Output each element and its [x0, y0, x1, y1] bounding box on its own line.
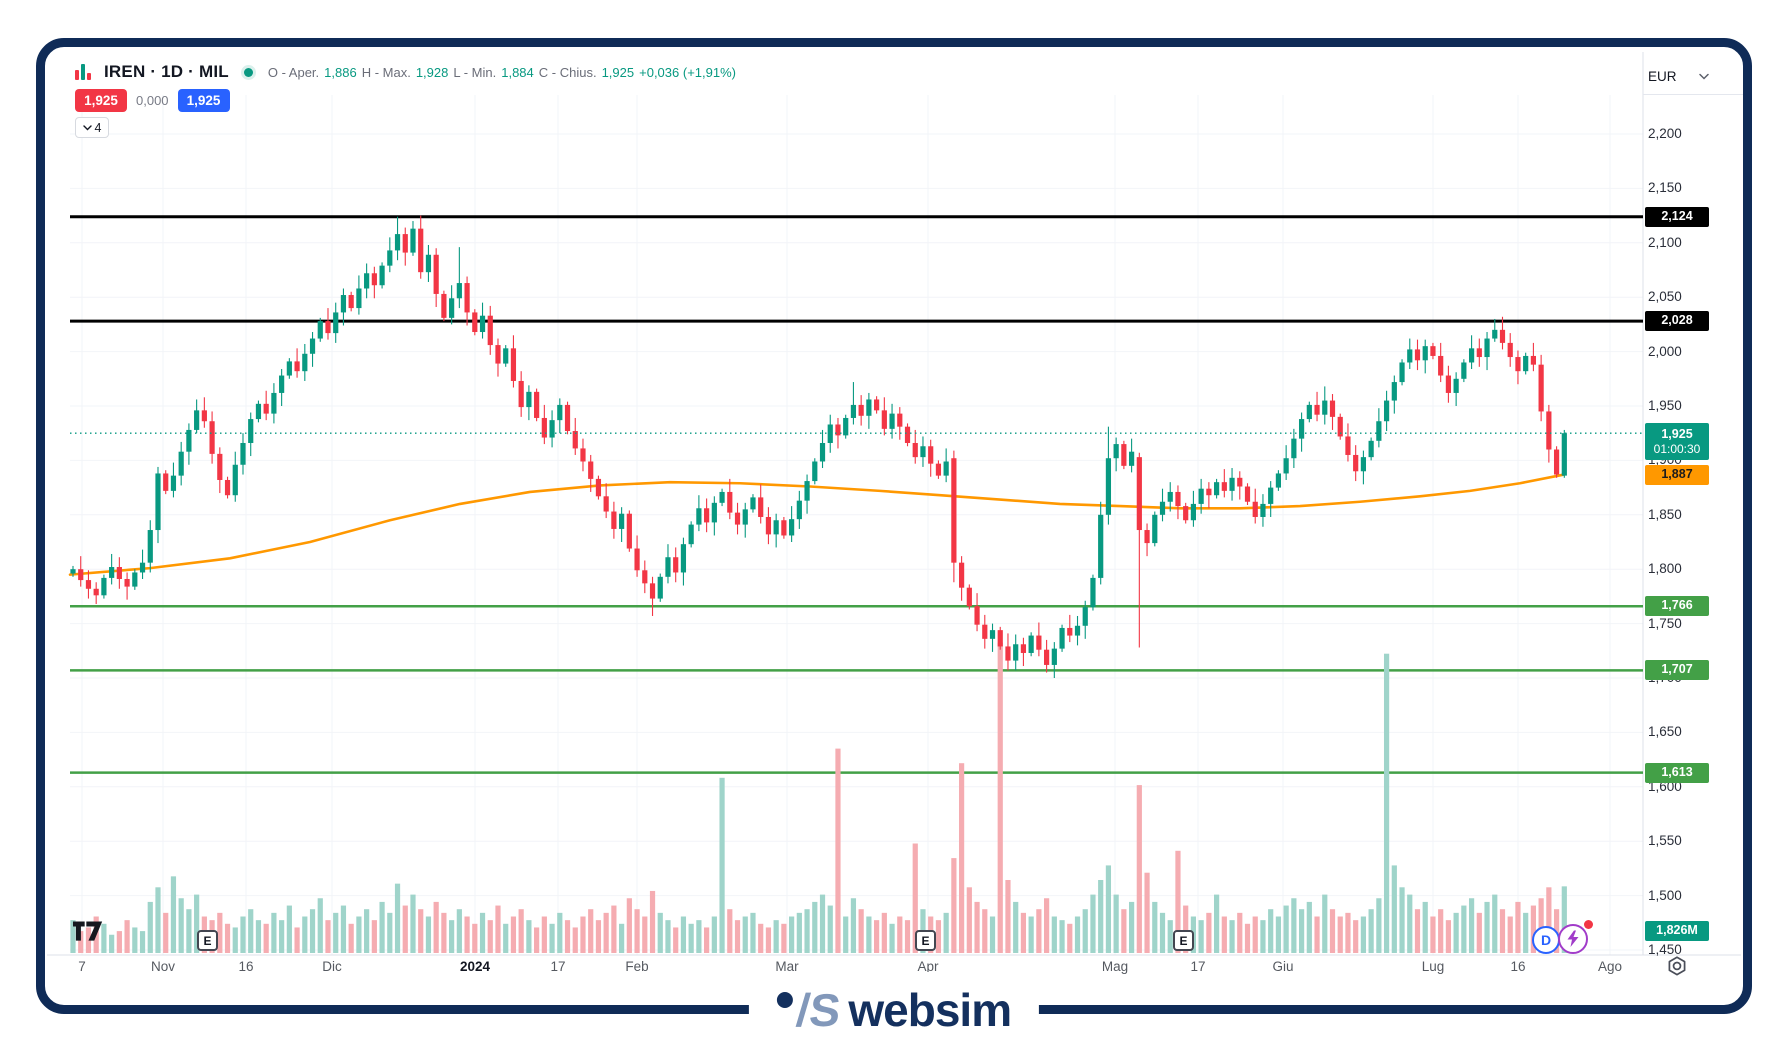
tradingview-icon	[73, 921, 103, 941]
websim-brand: /S websim	[748, 972, 1040, 1048]
price-axis-label[interactable]: 1,750	[1648, 615, 1682, 631]
object-tree-collapse-button[interactable]: 4	[75, 117, 109, 138]
countdown: 01:00:30	[1653, 442, 1701, 457]
time-axis-label[interactable]: 16	[1510, 959, 1526, 974]
low-value: 1,884	[501, 64, 534, 80]
sell-price-button[interactable]: 1,925	[75, 89, 127, 112]
chart-card-frame	[36, 38, 1752, 1014]
symbol-logo-icon	[75, 64, 95, 80]
price-axis-label[interactable]: 2,100	[1648, 234, 1682, 250]
high-value: 1,928	[415, 64, 449, 80]
symbol-title[interactable]: IREN · 1D · MIL	[104, 62, 229, 81]
currency-label: EUR	[1648, 68, 1677, 84]
time-axis-label[interactable]: 17	[1190, 959, 1206, 974]
time-axis-label[interactable]: Feb	[625, 959, 649, 974]
time-axis-label[interactable]: 2024	[459, 959, 491, 974]
ohlc-legend: O - Aper. 1,886 H - Max. 1,928 L - Min. …	[268, 65, 736, 80]
close-label: C - Chius.	[538, 64, 597, 80]
time-axis-label[interactable]: Mag	[1101, 959, 1129, 974]
buy-price-button[interactable]: 1,925	[177, 89, 230, 112]
earnings-marker[interactable]: E	[1173, 930, 1194, 951]
time-axis-label[interactable]: Mar	[775, 959, 799, 974]
open-label: O - Aper.	[267, 64, 320, 80]
time-axis-label[interactable]: Giu	[1272, 959, 1294, 974]
open-value: 1,886	[324, 64, 357, 80]
alert-notification-dot	[1584, 920, 1593, 929]
time-axis-label[interactable]: Nov	[150, 959, 176, 974]
volume-bars	[70, 642, 1567, 953]
price-axis-label[interactable]: 2,000	[1648, 343, 1682, 359]
websim-mark: /S	[794, 984, 844, 1036]
time-axis-label[interactable]: 16	[238, 959, 254, 974]
time-axis-label[interactable]: 17	[550, 959, 566, 974]
price-level-badge: 1,707	[1645, 660, 1709, 681]
market-status-icon[interactable]	[243, 67, 253, 77]
time-axis-label[interactable]: Ago	[1597, 959, 1623, 974]
price-axis-label[interactable]: 2,200	[1648, 126, 1682, 141]
earnings-marker[interactable]: E	[197, 930, 218, 951]
currency-selector[interactable]: EUR	[1648, 62, 1738, 90]
earnings-marker[interactable]: E	[915, 930, 936, 951]
axis-divider	[1643, 94, 1743, 95]
volume-badge: 1,826M	[1645, 921, 1709, 941]
price-axis-label[interactable]: 1,500	[1648, 887, 1682, 903]
low-label: L - Min.	[453, 64, 497, 80]
ma-price-badge: 1,887	[1645, 464, 1709, 485]
price-axis-label[interactable]: 1,850	[1648, 506, 1682, 522]
price-level-badge: 2,028	[1645, 311, 1709, 332]
price-axis-label[interactable]: 1,450	[1648, 942, 1682, 957]
price-axis-label[interactable]: 1,800	[1648, 561, 1682, 577]
price-axis-label[interactable]: 2,050	[1648, 289, 1682, 305]
chevron-down-icon	[82, 124, 92, 130]
price-axis-label[interactable]: 1,550	[1648, 833, 1682, 849]
quote-row: 1,925 0,000 1,925	[75, 89, 230, 112]
time-axis-label[interactable]: Lug	[1421, 959, 1445, 974]
price-axis-label[interactable]: 1,650	[1648, 724, 1682, 740]
settings-gear-button[interactable]	[1664, 954, 1690, 980]
price-level-badge: 2,124	[1645, 206, 1709, 227]
price-level-badge: 1,613	[1645, 762, 1709, 783]
websim-name: websim	[848, 984, 1012, 1036]
gear-icon	[1668, 956, 1686, 976]
close-value: 1,925	[601, 64, 635, 80]
moving-average-line	[68, 473, 1566, 576]
price-level-lines	[70, 215, 1643, 774]
websim-dot-icon	[776, 992, 793, 1008]
chart-header: IREN · 1D · MIL O - Aper. 1,886 H - Max.…	[75, 62, 736, 82]
spread-value: 0,000	[136, 93, 169, 108]
last-price-badge: 1,925 01:00:30	[1645, 423, 1709, 461]
interval-button[interactable]: D	[1532, 926, 1560, 954]
price-level-badge: 1,766	[1645, 596, 1709, 617]
time-axis-label[interactable]: 7	[78, 959, 86, 974]
time-axis-label[interactable]: Dic	[322, 959, 342, 974]
price-axis-label[interactable]: 1,950	[1648, 398, 1682, 413]
lightning-icon	[1567, 930, 1579, 947]
price-axis-label[interactable]: 2,150	[1648, 180, 1682, 196]
alert-lightning-button[interactable]	[1558, 924, 1588, 954]
grid-lines	[70, 95, 1643, 955]
high-label: H - Max.	[361, 64, 411, 80]
tradingview-logo[interactable]	[73, 921, 103, 947]
time-axis-label[interactable]: Apr	[917, 959, 939, 974]
candlesticks[interactable]	[70, 215, 1567, 678]
indicator-count: 4	[94, 120, 102, 135]
chevron-down-icon	[1698, 73, 1709, 80]
change-value: +0,036 (+1,91%)	[639, 64, 736, 80]
axis-frame	[47, 52, 1741, 956]
